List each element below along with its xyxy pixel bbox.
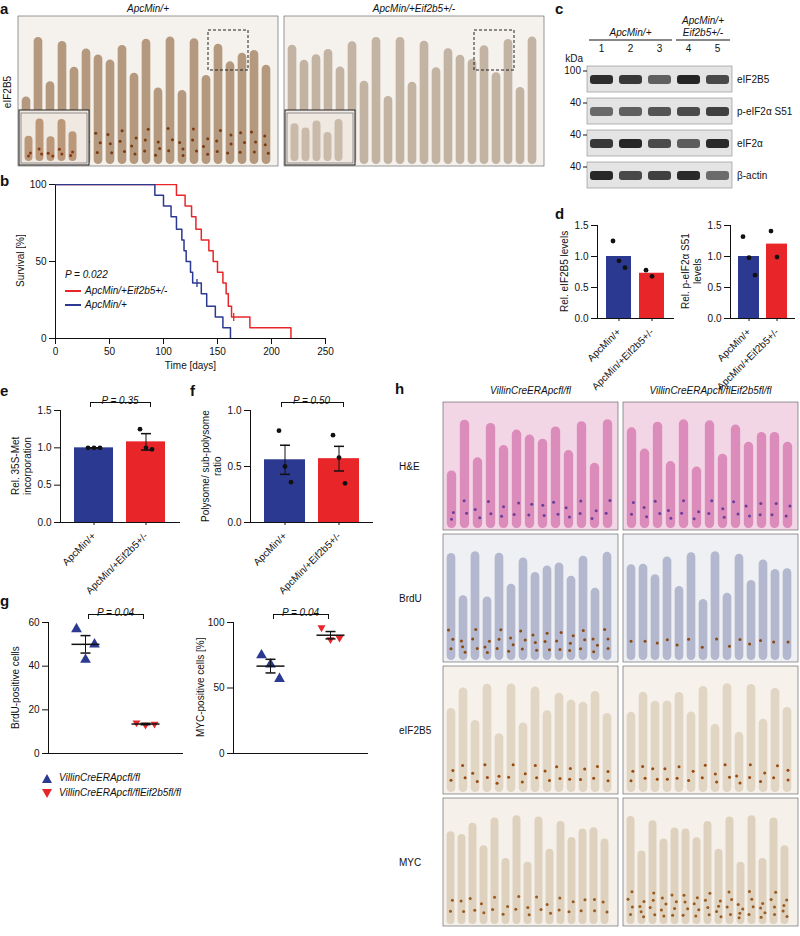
html-text:a: a	[0, 0, 9, 17]
html-text:h: h	[395, 380, 405, 397]
svg-text:0: 0	[41, 333, 47, 344]
svg-text:3: 3	[657, 43, 663, 54]
svg-text:β-actin: β-actin	[737, 170, 767, 181]
svg-text:0.0: 0.0	[575, 313, 589, 324]
svg-text:eIF2B5: eIF2B5	[737, 74, 770, 85]
svg-text:50: 50	[213, 682, 225, 693]
svg-text:ApcMin/+Eif2b5+/-: ApcMin/+Eif2b5+/-	[277, 530, 343, 596]
svg-text:100: 100	[30, 179, 47, 190]
svg-text:100: 100	[155, 346, 172, 357]
svg-text:250: 250	[317, 346, 334, 357]
svg-text:H&E: H&E	[399, 461, 420, 472]
svg-text:1: 1	[599, 43, 605, 54]
html-text:f: f	[190, 382, 195, 399]
svg-text:P = 0.04: P = 0.04	[97, 607, 135, 618]
svg-text:0.5: 0.5	[575, 282, 589, 293]
svg-text:Eif2b5+/-: Eif2b5+/-	[683, 27, 724, 38]
svg-text:1.0: 1.0	[228, 405, 242, 416]
svg-text:kDa: kDa	[565, 53, 583, 64]
svg-text:100: 100	[208, 617, 225, 628]
svg-text:P = 0.35: P = 0.35	[101, 395, 139, 406]
svg-text:eIF2B5: eIF2B5	[399, 725, 432, 736]
svg-text:P = 0.50: P = 0.50	[293, 395, 331, 406]
svg-text:0: 0	[34, 748, 40, 759]
svg-text:ApcMin/+: ApcMin/+	[60, 530, 98, 568]
svg-text:ApcMin/+: ApcMin/+	[251, 530, 289, 568]
html-text:Rel. eIF2B5 levels: Rel. eIF2B5 levels	[559, 230, 570, 313]
html-text:VillinCreERApcfl/flEif2b5fl/fl: VillinCreERApcfl/flEif2b5fl/fl	[59, 787, 182, 798]
svg-text:0.0: 0.0	[38, 517, 52, 528]
svg-text:50: 50	[35, 256, 47, 267]
svg-text:60: 60	[28, 617, 40, 628]
html-text:d: d	[555, 205, 565, 222]
svg-text:ApcMin/+: ApcMin/+	[681, 15, 724, 26]
svg-text:150: 150	[209, 346, 226, 357]
svg-text:1.0: 1.0	[575, 251, 589, 262]
svg-text:P = 0.04: P = 0.04	[282, 607, 320, 618]
svg-text:1.0: 1.0	[38, 442, 52, 453]
html-text:g: g	[0, 592, 10, 609]
svg-text:VillinCreERApcfl/flEif2b5fl/fl: VillinCreERApcfl/flEif2b5fl/fl	[649, 385, 772, 396]
svg-text:0.5: 0.5	[228, 461, 242, 472]
svg-text:ApcMin/+: ApcMin/+	[609, 27, 652, 38]
svg-text:1.0: 1.0	[708, 251, 722, 262]
svg-text:0.5: 0.5	[38, 479, 52, 490]
html-text:Survival [%]: Survival [%]	[15, 234, 26, 288]
svg-text:40: 40	[28, 660, 40, 671]
svg-text:1.5: 1.5	[38, 405, 52, 416]
svg-text:4: 4	[686, 43, 692, 54]
svg-text:ApcMin/+Eif2b5+/-: ApcMin/+Eif2b5+/-	[84, 530, 150, 596]
html-text:BrdU-positive cells: BrdU-positive cells	[10, 646, 21, 729]
svg-text:50: 50	[104, 346, 116, 357]
html-text:Polysome/ sub-polysome ratio: Polysome/ sub-polysome ratio	[200, 410, 223, 522]
svg-text:0.5: 0.5	[708, 282, 722, 293]
svg-text:0: 0	[53, 346, 59, 357]
html-text:ApcMin/+: ApcMin/+	[85, 299, 127, 311]
svg-text:BrdU: BrdU	[399, 593, 422, 604]
html-text:VillinCreERApcfl/fl: VillinCreERApcfl/fl	[59, 772, 140, 783]
svg-text:40: 40	[570, 161, 582, 172]
svg-text:0.0: 0.0	[708, 313, 722, 324]
svg-text:40: 40	[570, 97, 582, 108]
svg-text:VillinCreERApcfl/fl: VillinCreERApcfl/fl	[490, 385, 572, 396]
svg-text:2: 2	[628, 43, 634, 54]
html-text:Rel. p-eIF2α S51 levels: Rel. p-eIF2α S51 levels	[680, 233, 703, 310]
svg-text:40: 40	[570, 129, 582, 140]
svg-text:20: 20	[28, 704, 40, 715]
svg-text:100: 100	[564, 65, 581, 76]
svg-text:Time [days]: Time [days]	[165, 360, 217, 371]
html-text:P = 0.022: P = 0.022	[65, 268, 108, 280]
svg-text:ApcMin/+Eif2b5+/-: ApcMin/+Eif2b5+/-	[715, 326, 781, 392]
html-text:ApcMin/+Eif2b5+/-: ApcMin/+Eif2b5+/-	[85, 285, 168, 297]
svg-text:5: 5	[715, 43, 721, 54]
svg-text:0: 0	[219, 748, 225, 759]
svg-text:ApcMin/+: ApcMin/+	[126, 3, 169, 14]
svg-text:1.5: 1.5	[575, 220, 589, 231]
svg-text:eIF2B5: eIF2B5	[2, 75, 13, 108]
html-text:c: c	[555, 0, 564, 17]
html-text:e: e	[0, 382, 9, 399]
svg-text:p-eIF2α S51: p-eIF2α S51	[737, 106, 793, 117]
svg-text:0.0: 0.0	[228, 517, 242, 528]
html-text:b: b	[0, 172, 10, 189]
svg-text:eIF2α: eIF2α	[737, 138, 763, 149]
html-text:Rel. 35S-Met incorporation: Rel. 35S-Met incorporation	[10, 436, 33, 496]
svg-text:ApcMin/+Eif2b5+/-: ApcMin/+Eif2b5+/-	[372, 3, 456, 14]
html-text:MYC-positive cells [%]: MYC-positive cells [%]	[195, 637, 206, 738]
svg-text:200: 200	[263, 346, 280, 357]
svg-text:1.5: 1.5	[708, 220, 722, 231]
svg-text:ApcMin/+Eif2b5+/-: ApcMin/+Eif2b5+/-	[590, 326, 656, 392]
svg-text:MYC: MYC	[399, 857, 421, 868]
